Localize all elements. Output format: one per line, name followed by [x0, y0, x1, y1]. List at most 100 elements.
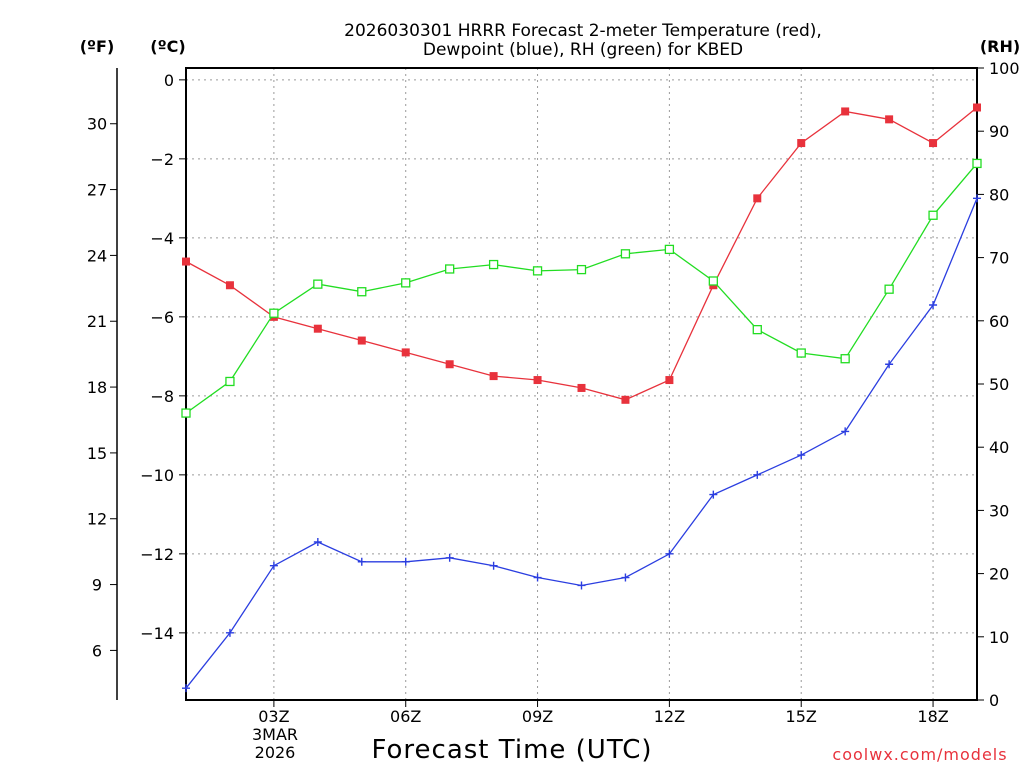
dewpoint-point [182, 684, 190, 693]
axes [110, 67, 984, 707]
fahrenheit-tick-label: 6 [92, 641, 102, 660]
x-tick-label: 09Z [522, 707, 553, 726]
dewpoint-point [973, 194, 981, 203]
relative-humidity-point [313, 279, 323, 289]
temperature-point [885, 115, 894, 124]
relative-humidity-point [445, 264, 455, 274]
x-tick-label: 06Z [390, 707, 421, 726]
fahrenheit-tick-label: 12 [87, 510, 107, 529]
celsius-tick-label: −4 [150, 229, 174, 248]
relative-humidity-series [181, 158, 982, 418]
rh-tick-label: 10 [989, 628, 1009, 647]
temperature-point [357, 336, 366, 345]
x-tick-label: 12Z [654, 707, 685, 726]
chart-title-line1: 2026030301 HRRR Forecast 2-meter Tempera… [344, 21, 822, 41]
temperature-point [665, 376, 674, 385]
celsius-tick-label: −6 [150, 308, 174, 327]
date-label-year: 2026 [255, 743, 296, 762]
temperature-point [313, 324, 322, 333]
x-axis-label: Forecast Time (UTC) [371, 735, 652, 765]
celsius-tick-label: 0 [164, 71, 174, 90]
dewpoint-point [489, 561, 498, 570]
dewpoint-point [929, 301, 938, 309]
rh-tick-label: 100 [989, 59, 1020, 78]
relative-humidity-point [181, 408, 191, 418]
temperature-point [225, 281, 234, 290]
date-label-month: 3MAR [252, 725, 298, 744]
fahrenheit-tick-label: 21 [87, 312, 107, 331]
dewpoint-point [885, 360, 894, 369]
dewpoint-point [577, 581, 586, 590]
dewpoint-point [797, 451, 806, 460]
fahrenheit-tick-label: 18 [87, 378, 107, 397]
chart-title-line2: Dewpoint (blue), RH (green) for KBED [423, 40, 743, 60]
dewpoint-point [621, 573, 630, 582]
x-tick-label: 18Z [917, 707, 948, 726]
dewpoint-point [753, 470, 762, 479]
temperature-series [182, 103, 981, 404]
relative-humidity-point [796, 348, 806, 358]
fahrenheit-tick-label: 15 [87, 444, 107, 463]
dewpoint-series [182, 194, 981, 693]
dewpoint-point [357, 557, 366, 566]
rh-tick-label: 0 [989, 691, 999, 710]
relative-humidity-point [401, 278, 411, 288]
fahrenheit-tick-label: 9 [92, 576, 102, 595]
relative-humidity-point [708, 276, 718, 286]
relative-humidity-point [576, 264, 587, 275]
relative-humidity-point [972, 158, 982, 169]
fahrenheit-tick-label: 27 [87, 181, 107, 200]
x-tick-label: 03Z [258, 707, 289, 726]
temperature-point [489, 372, 498, 381]
dewpoint-point [269, 561, 278, 570]
dewpoint-point [665, 549, 674, 558]
temperature-point [445, 360, 454, 369]
tick-labels: 03Z 06Z 09Z 12Z 15Z 18Z 0 −2 −4 −6 −8 −10 −12 −14 30 27… [87, 59, 1020, 726]
temperature-point [797, 139, 806, 148]
dewpoint-point [709, 490, 718, 499]
relative-humidity-line [185, 162, 978, 414]
dewpoint-point [841, 427, 850, 436]
celsius-tick-label: −12 [140, 545, 174, 564]
temperature-point [621, 395, 630, 404]
dewpoint-point [401, 557, 410, 566]
temperature-point [929, 139, 938, 148]
dewpoint-point [445, 553, 454, 562]
relative-humidity-point [752, 324, 762, 335]
rh-tick-label: 30 [989, 501, 1009, 520]
dewpoint-point [533, 573, 542, 582]
temperature-point [753, 194, 762, 203]
fahrenheit-unit-label: (ºF) [80, 37, 115, 56]
temperature-line [185, 106, 978, 401]
fahrenheit-tick-label: 24 [87, 246, 107, 265]
credit-text: coolwx.com/models [832, 745, 1007, 764]
temperature-point [973, 103, 981, 112]
relative-humidity-point [884, 284, 894, 294]
rh-tick-label: 80 [989, 185, 1009, 204]
relative-humidity-point [488, 259, 499, 270]
relative-humidity-point [532, 266, 543, 276]
dewpoint-point [313, 538, 322, 546]
fahrenheit-tick-label: 30 [87, 115, 107, 134]
rh-tick-label: 40 [989, 438, 1009, 457]
temperature-point [182, 257, 190, 266]
relative-humidity-point [840, 354, 850, 364]
temperature-point [577, 383, 586, 392]
rh-tick-label: 70 [989, 249, 1009, 268]
temperature-point [401, 348, 410, 357]
plot-frame [185, 67, 978, 701]
rh-unit-label: (RH) [980, 37, 1020, 56]
celsius-tick-label: −10 [140, 466, 174, 485]
x-tick-label: 15Z [786, 707, 817, 726]
relative-humidity-point [225, 376, 235, 387]
relative-humidity-point [620, 249, 631, 259]
relative-humidity-point [664, 244, 675, 255]
temperature-point [841, 107, 850, 116]
celsius-tick-label: −2 [150, 150, 174, 169]
relative-humidity-point [928, 210, 938, 220]
celsius-unit-label: (ºC) [150, 37, 185, 56]
rh-tick-label: 60 [989, 312, 1009, 331]
rh-tick-label: 50 [989, 375, 1009, 394]
celsius-tick-label: −8 [150, 387, 174, 406]
